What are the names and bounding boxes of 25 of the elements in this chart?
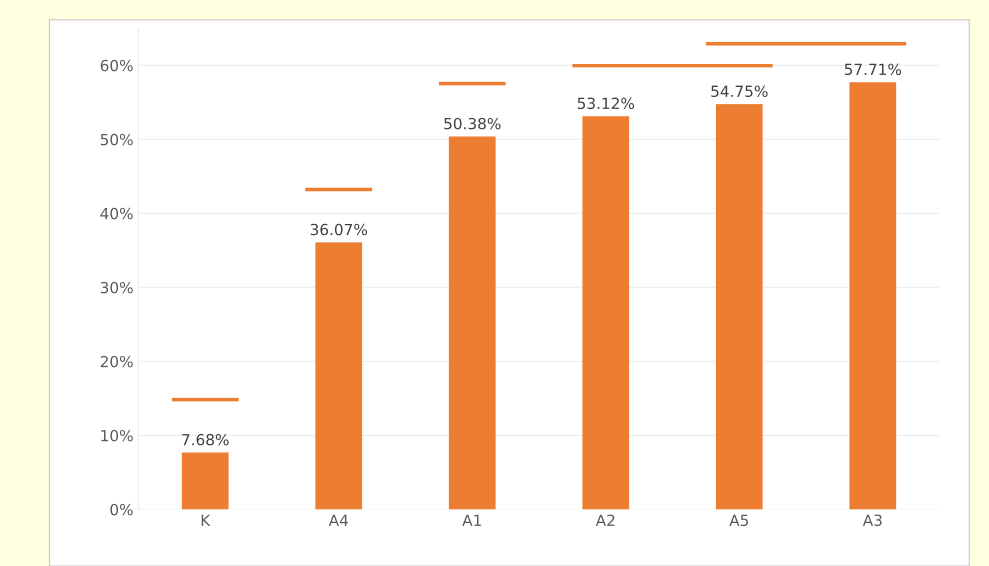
x-tick-label: A5 [729, 514, 748, 526]
bar [315, 242, 362, 510]
bar [716, 104, 763, 510]
data-label: 7.68% [182, 434, 229, 446]
y-tick-label: 30% [100, 282, 133, 294]
x-tick-label: K [202, 514, 211, 526]
y-tick-label: 10% [101, 430, 133, 442]
x-tick-label: A1 [462, 514, 481, 526]
data-label: 57.71% [844, 64, 902, 76]
bar [582, 116, 630, 510]
y-tick-label: 50% [100, 134, 133, 146]
data-label: 54.75% [711, 85, 768, 98]
bar [448, 136, 496, 510]
data-label: 50.38% [444, 118, 501, 130]
x-tick-label: A3 [862, 514, 882, 526]
x-tick-label: A4 [328, 514, 348, 526]
y-tick-label: 20% [100, 356, 133, 368]
x-tick-label: A2 [596, 514, 614, 526]
bar [849, 82, 896, 510]
y-tick-label: 0% [110, 504, 133, 516]
bar [182, 452, 229, 510]
data-label: 53.12% [578, 98, 634, 110]
data-label: 36.07% [310, 224, 368, 236]
y-tick-label: 40% [100, 208, 133, 220]
y-tick-label: 60% [100, 60, 133, 72]
